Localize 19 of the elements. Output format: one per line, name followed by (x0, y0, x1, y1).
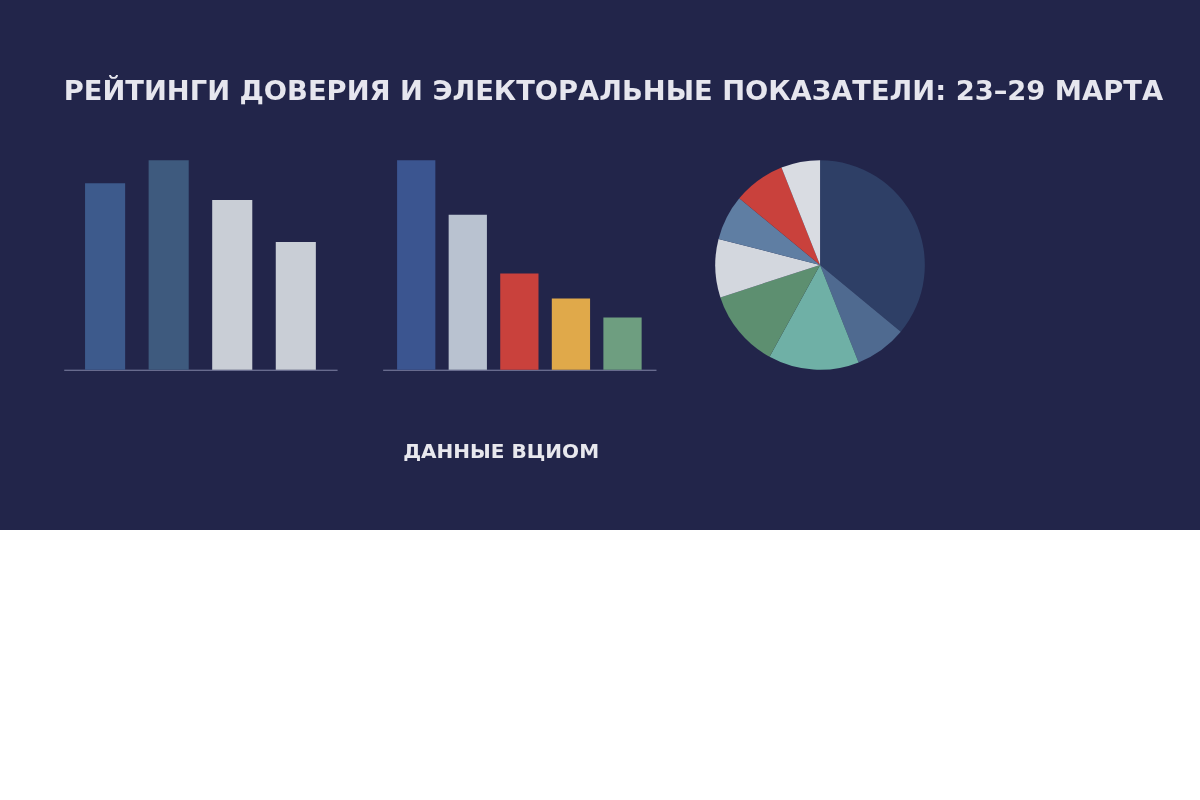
bar (148, 160, 189, 370)
bar (551, 298, 591, 370)
bar (85, 183, 126, 370)
bar (603, 317, 642, 370)
bar (500, 273, 539, 370)
pie-slice (781, 160, 821, 265)
bar (448, 214, 487, 370)
pie-slice (820, 160, 925, 332)
bar (397, 160, 436, 370)
pie-slice (820, 265, 901, 363)
text: ДАННЫЕ ВЦИОМ (403, 439, 600, 464)
pie-slice (739, 167, 821, 265)
pie-slice (769, 265, 859, 370)
pie-slice (720, 265, 821, 357)
bar (212, 200, 253, 370)
pie-slice (718, 198, 821, 265)
bar (275, 241, 316, 370)
text: РЕЙТИНГИ ДОВЕРИЯ И ЭЛЕКТОРАЛЬНЫЕ ПОКАЗАТЕЛИ: 23–29 МАРТА (63, 75, 1164, 107)
pie-slice (715, 238, 821, 298)
